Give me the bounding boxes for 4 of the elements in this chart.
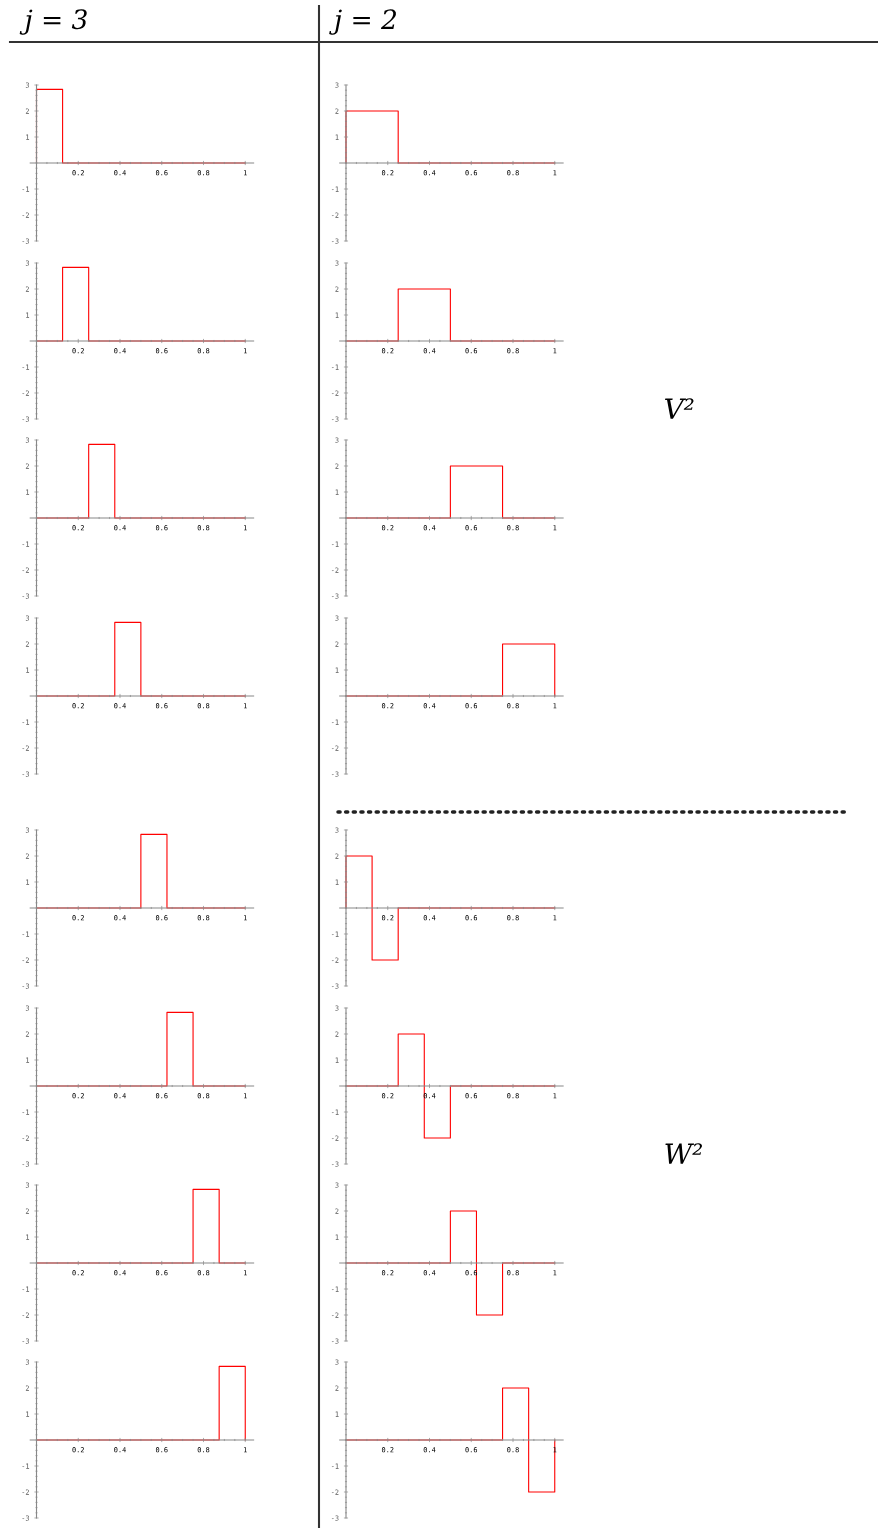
chart-title: j = 2 (329, 9, 396, 35)
text: W² (665, 1143, 702, 1164)
text: V² (665, 398, 694, 419)
chart-title: j = 3 (19, 9, 87, 35)
